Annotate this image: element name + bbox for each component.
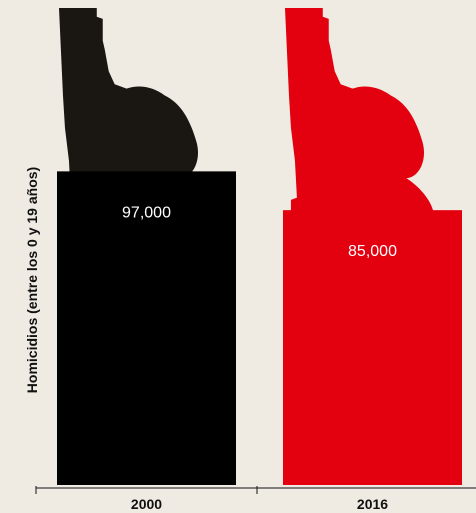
- bar-group-2016: 85,000 2016: [283, 8, 462, 512]
- bar-2016: [283, 210, 462, 485]
- value-label-2000: 97,000: [122, 204, 171, 221]
- x-tick-label-2016: 2016: [357, 496, 388, 512]
- x-tick-label-2000: 2000: [131, 496, 162, 512]
- bar-group-2000: 97,000 2000: [57, 8, 237, 512]
- y-axis-label: Homicidios (entre los 0 y 19 años): [24, 167, 40, 393]
- bar-2000: [57, 171, 236, 485]
- value-label-2016: 85,000: [348, 243, 397, 260]
